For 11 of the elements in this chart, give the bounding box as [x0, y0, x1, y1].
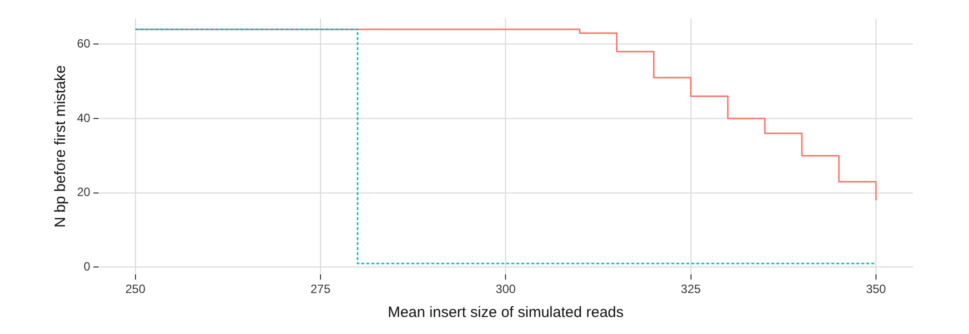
y-tick-label: 20	[76, 185, 91, 200]
x-tick-label: 250	[125, 282, 146, 296]
x-axis-title: Mean insert size of simulated reads	[388, 304, 624, 322]
y-tick-label: 0	[84, 259, 91, 274]
x-tick-label: 275	[310, 282, 331, 296]
x-tick-label: 325	[680, 282, 702, 296]
x-tick-label: 350	[866, 282, 886, 296]
y-tick-label: 40	[76, 110, 91, 125]
x-tick-label: 300	[496, 282, 516, 296]
y-tick-label: 60	[76, 36, 91, 51]
y-axis-title: N bp before first mistake	[52, 65, 70, 228]
